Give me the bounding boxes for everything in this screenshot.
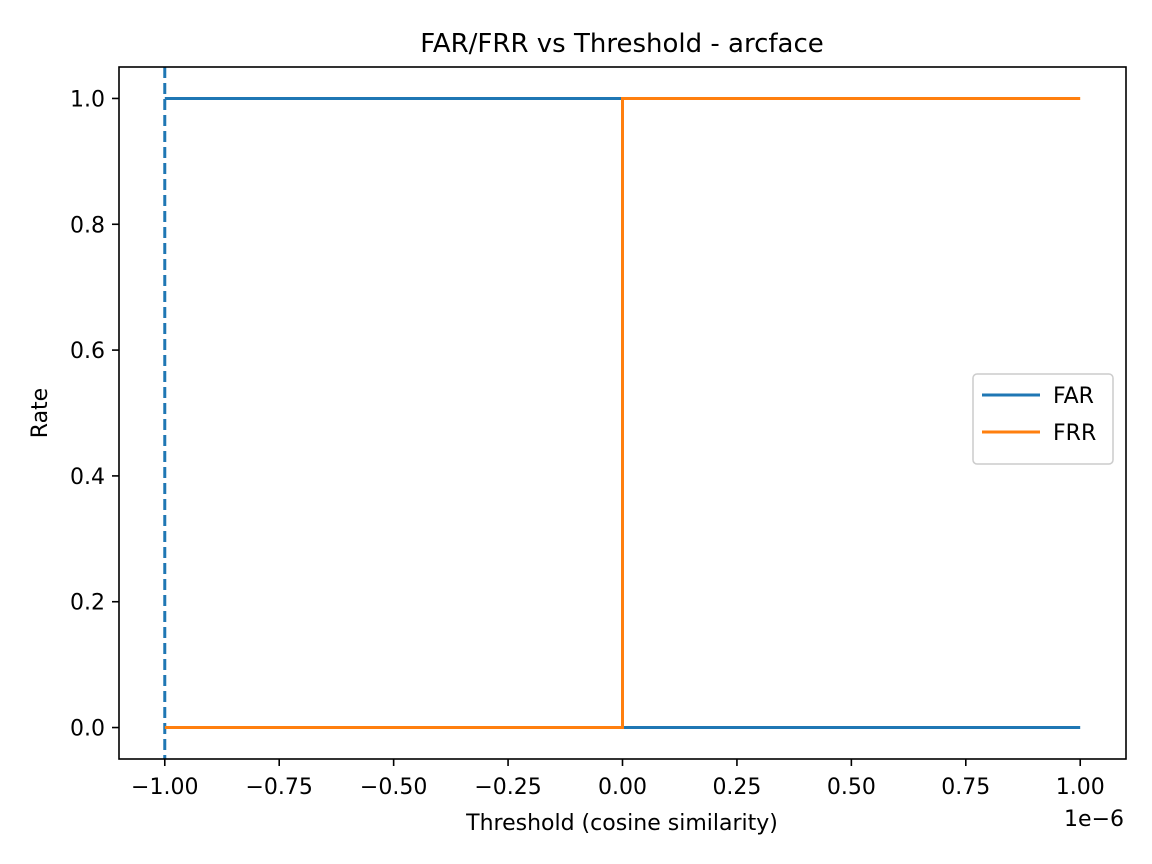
x-tick-label: 0.75 <box>941 775 990 800</box>
series-line-frr <box>164 97 1081 729</box>
legend-label-frr: FRR <box>1053 421 1096 446</box>
y-tick-label: 1.0 <box>70 87 105 112</box>
x-tick-label: 0.25 <box>712 775 761 800</box>
x-axis: −1.00 −0.75 −0.50 −0.25 0.00 0.25 0.50 0.75 1.00 <box>131 759 1105 800</box>
legend: FAR FRR <box>972 373 1114 465</box>
plot-content <box>163 67 1081 759</box>
y-tick-label: 0.6 <box>70 339 105 364</box>
x-tick-label: −0.50 <box>360 775 427 800</box>
y-tick-label: 0.2 <box>70 591 105 616</box>
x-axis-label: Threshold (cosine similarity) <box>465 811 778 836</box>
x-tick-label: 1.00 <box>1056 775 1105 800</box>
legend-label-far: FAR <box>1053 384 1094 409</box>
x-tick-label: −0.25 <box>474 775 541 800</box>
y-tick-label: 0.8 <box>70 213 105 238</box>
y-tick-label: 0.4 <box>70 465 105 490</box>
y-tick-label: 0.0 <box>70 717 105 742</box>
x-tick-label: 0.00 <box>598 775 647 800</box>
x-tick-label: −1.00 <box>131 775 198 800</box>
y-axis-label: Rate <box>28 388 53 438</box>
chart-title: FAR/FRR vs Threshold - arcface <box>420 29 824 59</box>
x-tick-label: −0.75 <box>245 775 312 800</box>
x-axis-offset-label: 1e−6 <box>1064 807 1124 832</box>
y-axis: 0.0 0.2 0.4 0.6 0.8 1.0 <box>70 87 119 742</box>
x-tick-label: 0.50 <box>827 775 876 800</box>
